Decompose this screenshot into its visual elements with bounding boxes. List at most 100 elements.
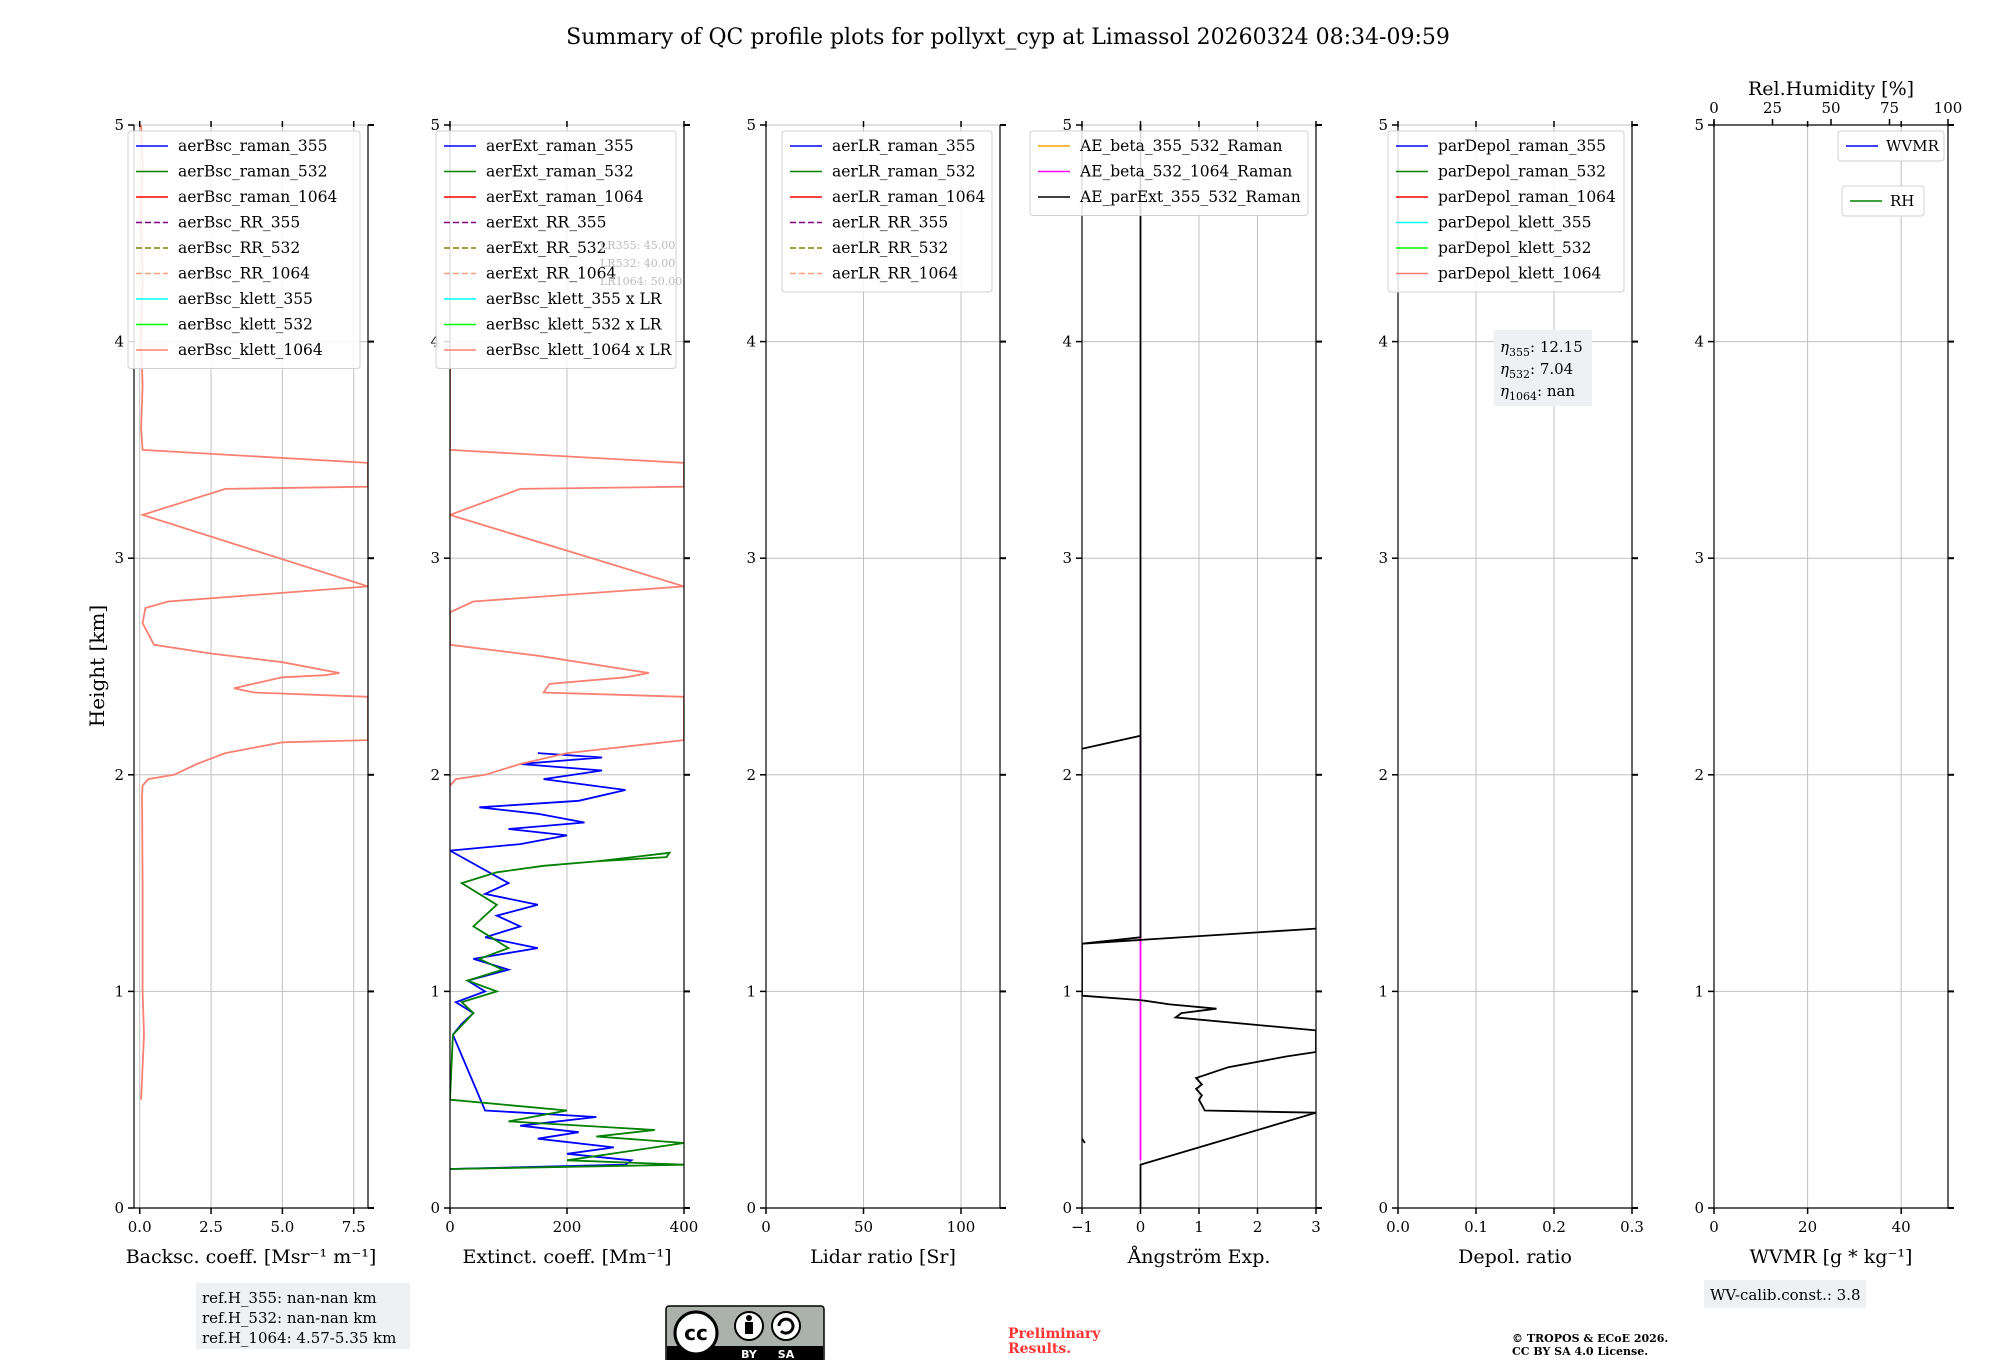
legend-label: AE_beta_355_532_Raman: [1079, 137, 1282, 155]
ytick-label: 2: [1062, 766, 1072, 784]
ytick-label: 3: [1378, 549, 1388, 567]
share-alike-icon: [771, 1311, 801, 1341]
xtick-label: 50: [854, 1218, 873, 1236]
legend-label: parDepol_raman_532: [1438, 163, 1606, 181]
figure-title: Summary of QC profile plots for pollyxt_…: [566, 25, 1450, 50]
legend-label: aerLR_RR_1064: [832, 265, 958, 283]
ytick-label: 1: [430, 982, 440, 1000]
eta-line: η1064: nan: [1500, 382, 1575, 403]
ytick-label: 5: [1694, 116, 1704, 134]
eta-box: [1494, 330, 1592, 406]
ytick-label: 3: [114, 549, 124, 567]
xtick-label: 0: [1136, 1218, 1146, 1236]
series-line-AE_parExt_355_532_Raman: [1082, 125, 1316, 1208]
ytick-label: 5: [1062, 116, 1072, 134]
eta-line: η355: 12.15: [1500, 338, 1583, 359]
ytick-label: 3: [746, 549, 756, 567]
ytick-label: 5: [746, 116, 756, 134]
legend-box: [435, 130, 677, 369]
ytick-label: 4: [1694, 333, 1704, 351]
ytick-label: 2: [430, 766, 440, 784]
legend-label: parDepol_raman_355: [1438, 137, 1606, 155]
ytick-label: 5: [1378, 116, 1388, 134]
ytick-label: 5: [430, 116, 440, 134]
panel-1: 0 1 2 3 4 5 0.0 2.5 5.0 7.5 Backsc. coeff. [Msr⁻¹ …: [114, 116, 410, 1349]
eta-sep: :: [1537, 382, 1547, 400]
xtick-label: 1: [1194, 1218, 1204, 1236]
xtick-label: 0: [445, 1218, 455, 1236]
eta-value: 12.15: [1540, 338, 1583, 356]
eta-line: η532: 7.04: [1500, 360, 1573, 381]
ytick-label: 0: [1694, 1199, 1704, 1217]
xtick-label: 0.0: [128, 1218, 152, 1236]
copyright-line1: © TROPOS & ECoE 2026.: [1512, 1332, 1668, 1345]
refh-line: ref.H_355: nan-nan km: [202, 1289, 377, 1307]
series-line-aerBsc_klett_1064 x LR: [450, 341, 684, 787]
refh-box: [196, 1283, 410, 1349]
eta-subscript: 355: [1509, 346, 1530, 359]
eta-symbol: η: [1500, 382, 1509, 400]
legend-label: parDepol_klett_355: [1438, 214, 1591, 232]
legend-label: aerBsc_raman_1064: [178, 188, 338, 206]
eta-subscript: 532: [1509, 368, 1530, 381]
copyright-line2: CC BY SA 4.0 License.: [1512, 1345, 1648, 1358]
xaxis-label: Depol. ratio: [1458, 1246, 1572, 1268]
attribution-icon: [734, 1311, 764, 1341]
eta-value: nan: [1547, 382, 1576, 400]
ytick-label: 4: [1378, 333, 1388, 351]
legend-label: parDepol_klett_1064: [1438, 265, 1601, 283]
xtick-label: 100: [947, 1218, 976, 1236]
legend-label: aerExt_raman_1064: [486, 188, 644, 206]
legend-label: aerLR_raman_355: [832, 137, 975, 155]
legend-box: [1029, 130, 1309, 216]
legend-label: aerBsc_RR_355: [178, 214, 300, 232]
series-line-aerExt_raman_532: [450, 851, 684, 1170]
ytick-label: 0: [1062, 1199, 1072, 1217]
ytick-label: 3: [1062, 549, 1072, 567]
refh-line: ref.H_1064: 4.57-5.35 km: [202, 1329, 396, 1347]
xaxis-label: Ångström Exp.: [1127, 1246, 1271, 1268]
legend-label: RH: [1890, 192, 1914, 210]
ytick-label: 0: [114, 1199, 124, 1217]
legend-label: aerBsc_klett_355 x LR: [486, 290, 663, 308]
legend-label: AE_beta_532_1064_Raman: [1079, 163, 1292, 181]
license-badge: cc BY SA: [665, 1305, 825, 1360]
xtick-label: 0.2: [1542, 1218, 1566, 1236]
top-tick-label: 75: [1880, 99, 1899, 117]
legend-label: aerExt_raman_355: [486, 137, 634, 155]
calib-box: [1704, 1280, 1866, 1308]
legend-label: aerBsc_raman_355: [178, 137, 328, 155]
xtick-label: −1: [1071, 1218, 1093, 1236]
eta-sep: :: [1530, 360, 1540, 378]
legend-label: parDepol_klett_532: [1438, 239, 1591, 257]
ytick-label: 1: [1062, 982, 1072, 1000]
top-tick-label: 0: [1709, 99, 1719, 117]
ytick-label: 2: [1694, 766, 1704, 784]
ytick-label: 0: [746, 1199, 756, 1217]
yaxis-label: Height [km]: [85, 605, 109, 727]
xtick-label: 2: [1253, 1218, 1263, 1236]
ytick-label: 2: [1378, 766, 1388, 784]
calib-note: WV-calib.const.: 3.8: [1710, 1286, 1861, 1304]
xtick-label: 0.1: [1464, 1218, 1488, 1236]
panels-group: 0 1 2 3 4 5 0.0 2.5 5.0 7.5 Backsc. coeff. [Msr⁻¹ …: [85, 78, 1962, 1349]
legend-label: aerExt_RR_355: [486, 214, 607, 232]
xtick-label: 7.5: [342, 1218, 366, 1236]
eta-sep: :: [1530, 338, 1540, 356]
xtick-label: 0.0: [1386, 1218, 1410, 1236]
ytick-label: 2: [114, 766, 124, 784]
ytick-label: 1: [1694, 982, 1704, 1000]
ytick-label: 1: [1378, 982, 1388, 1000]
legend-label: aerExt_raman_532: [486, 163, 634, 181]
xtick-label: 20: [1798, 1218, 1817, 1236]
legend-box: [127, 130, 361, 369]
legend-box: [1841, 185, 1925, 217]
legend-label: aerBsc_raman_532: [178, 163, 328, 181]
xaxis-label: WVMR [g * kg⁻¹]: [1750, 1246, 1913, 1268]
by-label: BY: [741, 1348, 758, 1360]
xtick-label: 3: [1311, 1218, 1321, 1236]
legend-label: aerBsc_RR_532: [178, 239, 300, 257]
